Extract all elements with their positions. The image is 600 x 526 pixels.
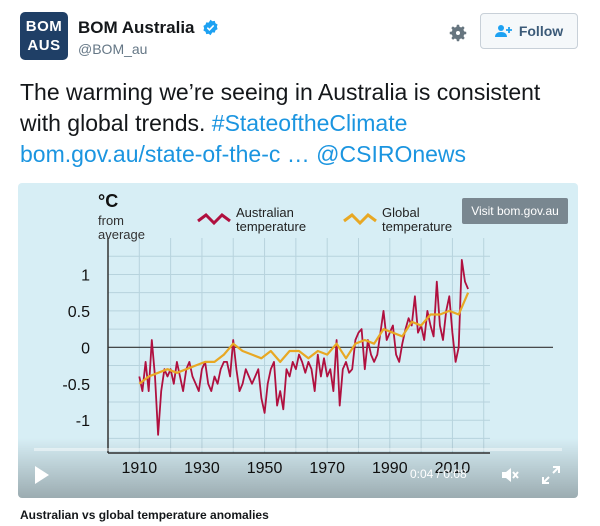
video-time: 0:04 / 0:08: [410, 467, 467, 481]
legend-label-line2: temperature: [382, 219, 452, 234]
url-link[interactable]: bom.gov.au/state-of-the-c …: [20, 141, 310, 167]
verified-icon: [203, 19, 218, 36]
fullscreen-icon[interactable]: [541, 465, 561, 485]
legend-label-line2: temperature: [236, 219, 306, 234]
progress-bar[interactable]: [34, 448, 562, 451]
follow-button[interactable]: Follow: [480, 13, 578, 49]
mute-icon[interactable]: [500, 465, 520, 485]
legend-label-line1: Global: [382, 205, 420, 220]
x-tick-label: 1910: [122, 460, 158, 477]
display-name[interactable]: BOM Australia: [78, 18, 195, 37]
ylabel-line1: from: [98, 213, 124, 228]
handle: @BOM_au: [78, 41, 148, 57]
y-tick-label: 0.5: [68, 304, 90, 321]
visit-website-button[interactable]: Visit bom.gov.au: [462, 198, 568, 224]
tweet-body: The warming we’re seeing in Australia is…: [20, 79, 541, 136]
account-info[interactable]: BOM Australia @BOM_au: [78, 18, 219, 57]
legend-swatch: [343, 213, 377, 226]
tweet-text: The warming we’re seeing in Australia is…: [20, 77, 585, 170]
tweet-header: BOM AUS BOM Australia @BOM_au Follow: [20, 12, 580, 66]
avatar-line1: BOM: [25, 18, 63, 35]
x-tick-label: 2010: [435, 460, 471, 477]
legend-swatch: [197, 213, 231, 226]
follow-label: Follow: [518, 23, 564, 39]
avatar[interactable]: BOM AUS: [20, 12, 68, 60]
y-tick-label: 1: [81, 267, 90, 284]
y-tick-label: -0.5: [62, 377, 90, 394]
series-line: [138, 259, 469, 436]
mention-link[interactable]: @CSIROnews: [316, 141, 467, 167]
video-player[interactable]: 1 0.5 0 -0.5 -1 1910 1930 1950 1970 1990 2010 °C fro…: [18, 183, 578, 498]
play-icon[interactable]: [34, 465, 50, 485]
unit-label: °C: [98, 191, 118, 211]
y-tick-label: 0: [81, 340, 90, 357]
x-tick-label: 1990: [372, 460, 408, 477]
y-tick-label: -1: [76, 413, 90, 430]
add-user-icon: [494, 25, 512, 37]
hashtag-link[interactable]: #StateoftheClimate: [211, 110, 408, 136]
video-controls: 0:04 / 0:08: [18, 438, 578, 498]
temperature-chart: 1 0.5 0 -0.5 -1 1910 1930 1950 1970 1990 2010 °C fro…: [62, 191, 553, 477]
series-line: [138, 292, 470, 385]
media-caption: Australian vs global temperature anomali…: [20, 508, 269, 522]
x-tick-label: 1930: [184, 460, 220, 477]
ylabel-line2: average: [98, 227, 145, 242]
x-tick-label: 1970: [309, 460, 345, 477]
avatar-line2: AUS: [27, 37, 61, 54]
gear-icon[interactable]: [447, 22, 469, 44]
legend-label-line1: Australian: [236, 205, 294, 220]
x-tick-label: 1950: [247, 460, 283, 477]
